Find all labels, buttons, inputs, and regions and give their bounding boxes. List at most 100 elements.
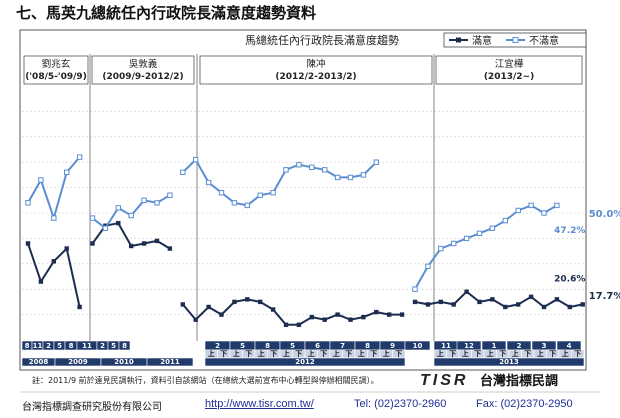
month-label: 5 — [240, 342, 245, 350]
chart-title: 馬總統任內行政院長滿意度趨勢 — [245, 33, 399, 47]
data-point — [334, 174, 341, 181]
logo-brand: TISR — [420, 372, 468, 389]
premier-box-wu — [91, 55, 195, 85]
half-label: 下 — [345, 350, 352, 358]
month-label: 5 — [57, 342, 62, 350]
half-label: 上 — [462, 349, 469, 358]
footnote: 註：2011/9 前於遠見民調執行，資料引自該網站（在總統大選前宣布中心轉型與停… — [32, 375, 379, 385]
year-cell — [204, 357, 406, 367]
data-point — [244, 202, 251, 209]
data-point — [373, 159, 380, 165]
data-point — [64, 246, 69, 251]
data-point — [309, 164, 315, 170]
premier-period-liu: ('08/5-'09/9) — [25, 72, 87, 82]
data-point — [476, 230, 483, 237]
data-point — [554, 297, 560, 302]
data-point — [348, 317, 353, 322]
data-point — [296, 322, 302, 327]
month-label: 2 — [100, 342, 105, 350]
half-label: 下 — [320, 350, 327, 358]
data-point — [167, 246, 173, 251]
half-label: 下 — [220, 350, 227, 358]
data-label: 50.0% — [589, 209, 620, 220]
month-label: 11 — [33, 342, 43, 350]
legend-marker-satisfied — [456, 37, 461, 43]
half-label: 下 — [245, 350, 252, 358]
data-label: 17.7% — [589, 291, 620, 302]
data-point — [270, 189, 276, 196]
data-point — [232, 299, 237, 305]
series-layer — [25, 154, 585, 327]
half-label: 上 — [233, 349, 240, 358]
footer-company: 台灣指標調查研究股份有限公司 — [22, 402, 162, 413]
data-point — [154, 238, 160, 244]
data-point — [193, 156, 199, 163]
data-point — [77, 304, 82, 310]
x-axis-band: 8 11 2 5 8 11 2 5 8 2 5 8 5 6 7 8 9 10 11 12 1 2 3 4上下上下上下上下上下上… — [21, 340, 585, 367]
month-label: 5 — [290, 342, 295, 350]
data-point — [360, 172, 367, 178]
data-point — [580, 302, 585, 307]
data-point — [129, 243, 134, 249]
data-point — [206, 304, 211, 310]
data-point — [335, 312, 340, 317]
series-dissatisfied — [25, 154, 560, 292]
half-label: 上 — [308, 349, 315, 358]
data-point — [322, 317, 327, 322]
month-label: 3 — [542, 342, 547, 350]
premier-name-liu: 劉兆玄 — [42, 58, 71, 70]
data-point — [361, 314, 366, 320]
data-point — [76, 154, 83, 160]
data-point — [296, 162, 302, 168]
data-point — [102, 225, 109, 231]
half-label: 下 — [499, 350, 506, 358]
data-point — [438, 299, 443, 305]
month-label: 8 — [365, 342, 370, 350]
half-label: 上 — [562, 349, 569, 358]
footer-tel: Tel: (02)2370-2960 — [354, 398, 447, 410]
half-label: 下 — [474, 350, 481, 358]
legend-marker-dissatisfied — [512, 37, 519, 43]
data-labels-layer: 50.0% 47.2% 20.6% 17.7% — [554, 209, 620, 302]
data-point — [502, 217, 509, 224]
data-point — [51, 215, 57, 221]
data-point — [115, 205, 121, 211]
chart-frame — [19, 29, 587, 371]
data-point — [258, 299, 263, 305]
data-point — [89, 215, 96, 221]
data-label: 20.6% — [554, 275, 585, 285]
half-label: 上 — [487, 349, 494, 358]
footer-url-link[interactable]: http://www.tisr.com.tw/ — [205, 398, 314, 410]
premier-period-chen: (2012/2-2013/2) — [275, 72, 356, 82]
premier-period-chiang: (2013/2~) — [484, 72, 534, 82]
data-point — [270, 307, 276, 312]
data-point — [51, 259, 56, 264]
data-point — [283, 167, 289, 173]
half-label: 下 — [395, 350, 402, 358]
premier-box-chen — [199, 55, 433, 85]
month-label: 8 — [25, 342, 30, 350]
data-point — [167, 192, 173, 198]
month-label: 1 — [492, 342, 497, 350]
data-point — [128, 212, 134, 219]
data-point — [554, 202, 560, 209]
premier-name-wu: 吳敦義 — [129, 58, 158, 70]
half-label: 上 — [512, 349, 519, 358]
data-point — [347, 174, 354, 181]
data-point — [490, 297, 495, 302]
data-point — [464, 289, 469, 294]
data-point — [193, 317, 198, 322]
half-label: 上 — [537, 349, 544, 358]
half-label: 上 — [437, 349, 444, 358]
month-cell — [118, 340, 131, 351]
data-point — [515, 207, 521, 214]
month-label: 4 — [567, 342, 572, 350]
half-label: 下 — [449, 350, 456, 358]
series-satisfied — [25, 220, 585, 327]
premier-box-liu — [23, 55, 89, 85]
data-point — [154, 200, 160, 206]
premier-dividers — [89, 54, 435, 362]
data-point — [64, 169, 70, 176]
year-label: 2011 — [160, 358, 180, 366]
